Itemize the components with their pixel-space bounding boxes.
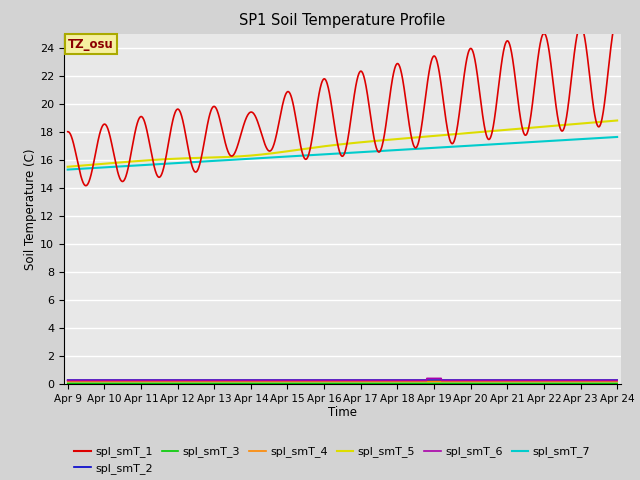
spl_smT_5: [129, 158, 136, 164]
spl_smT_5: [297, 146, 305, 152]
spl_smT_6: [613, 378, 621, 384]
spl_smT_3: [297, 381, 305, 386]
spl_smT_2: [318, 377, 326, 383]
X-axis label: Time: Time: [328, 407, 357, 420]
spl_smT_1: [613, 15, 621, 21]
spl_smT_7: [308, 152, 316, 158]
spl_smT_4: [308, 379, 316, 384]
spl_smT_5: [106, 160, 114, 166]
spl_smT_6: [318, 378, 326, 384]
spl_smT_7: [64, 167, 72, 172]
spl_smT_3: [64, 381, 72, 386]
spl_smT_4: [376, 379, 384, 384]
spl_smT_7: [106, 164, 114, 170]
Line: spl_smT_1: spl_smT_1: [68, 18, 617, 186]
Text: TZ_osu: TZ_osu: [68, 38, 114, 51]
spl_smT_2: [376, 377, 384, 383]
spl_smT_6: [129, 378, 136, 384]
Line: spl_smT_5: spl_smT_5: [68, 120, 617, 167]
spl_smT_6: [297, 378, 305, 384]
Title: SP1 Soil Temperature Profile: SP1 Soil Temperature Profile: [239, 13, 445, 28]
spl_smT_1: [129, 140, 137, 146]
spl_smT_1: [308, 133, 316, 139]
spl_smT_7: [376, 148, 384, 154]
spl_smT_1: [107, 136, 115, 142]
spl_smT_1: [298, 145, 305, 151]
spl_smT_3: [129, 381, 136, 386]
spl_smT_6: [106, 378, 114, 384]
spl_smT_1: [64, 129, 72, 134]
Y-axis label: Soil Temperature (C): Soil Temperature (C): [24, 148, 37, 270]
Line: spl_smT_7: spl_smT_7: [68, 137, 617, 169]
spl_smT_7: [613, 134, 621, 140]
spl_smT_7: [318, 152, 326, 157]
spl_smT_5: [376, 138, 384, 144]
spl_smT_4: [613, 379, 621, 384]
spl_smT_2: [106, 377, 114, 383]
spl_smT_4: [318, 379, 326, 384]
spl_smT_4: [106, 379, 114, 384]
spl_smT_1: [82, 183, 90, 189]
spl_smT_1: [319, 78, 326, 84]
spl_smT_5: [613, 118, 621, 123]
spl_smT_4: [64, 379, 72, 384]
spl_smT_3: [613, 381, 621, 386]
spl_smT_2: [308, 377, 316, 383]
spl_smT_6: [376, 378, 384, 384]
Legend: spl_smT_1, spl_smT_2, spl_smT_3, spl_smT_4, spl_smT_5, spl_smT_6, spl_smT_7: spl_smT_1, spl_smT_2, spl_smT_3, spl_smT…: [70, 442, 595, 479]
spl_smT_2: [64, 377, 72, 383]
spl_smT_4: [129, 379, 136, 384]
spl_smT_4: [297, 379, 305, 384]
spl_smT_2: [613, 377, 621, 383]
spl_smT_3: [376, 381, 384, 386]
spl_smT_3: [318, 381, 326, 386]
spl_smT_2: [297, 377, 305, 383]
spl_smT_6: [423, 375, 431, 381]
spl_smT_5: [308, 145, 316, 151]
spl_smT_5: [318, 144, 326, 149]
spl_smT_6: [308, 378, 316, 384]
spl_smT_2: [129, 377, 136, 383]
spl_smT_1: [377, 147, 385, 153]
spl_smT_6: [64, 378, 72, 384]
Line: spl_smT_6: spl_smT_6: [68, 378, 617, 381]
spl_smT_3: [106, 381, 114, 386]
spl_smT_7: [297, 153, 305, 158]
spl_smT_5: [64, 164, 72, 169]
spl_smT_3: [308, 381, 316, 386]
spl_smT_7: [129, 163, 136, 168]
